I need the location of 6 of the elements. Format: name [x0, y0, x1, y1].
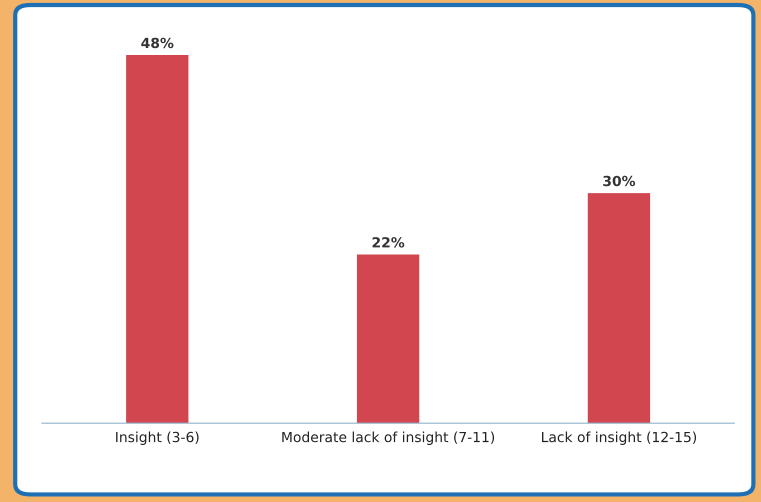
data-label: 22%	[372, 237, 404, 248]
data-label: 48%	[141, 38, 174, 48]
x-tick-label: Moderate lack of insight (7-11)	[282, 432, 494, 445]
x-tick-label: Lack of insight (12-15)	[542, 432, 696, 445]
x-tick-label: Insight (3-6)	[116, 432, 199, 445]
data-label: 30%	[603, 176, 636, 186]
